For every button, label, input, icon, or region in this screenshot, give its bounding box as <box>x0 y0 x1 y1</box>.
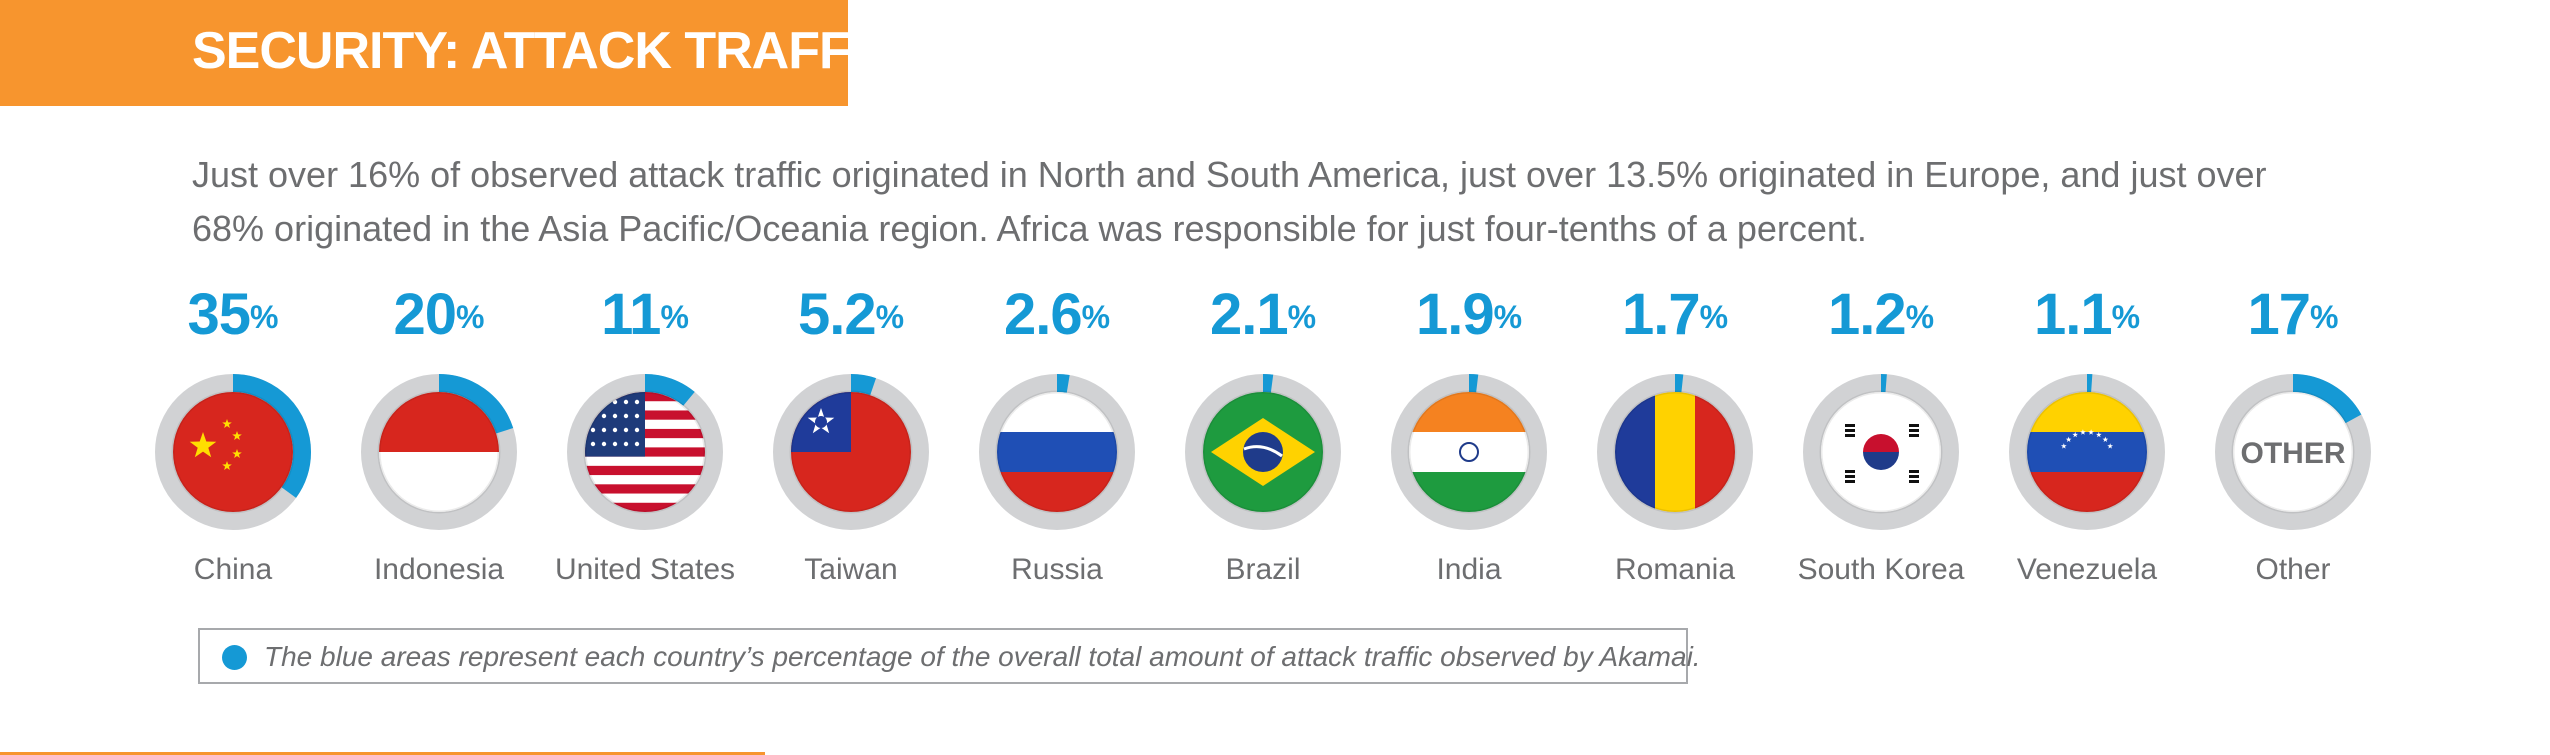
donut-share-arc <box>155 374 311 530</box>
pct-value: 1.2 <box>1827 282 1907 347</box>
flag-rim <box>583 390 707 514</box>
pct-label: 2.1% <box>1163 280 1363 350</box>
section-banner: SECURITY: ATTACK TRAFFIC <box>0 0 901 106</box>
country-label: Romania <box>1614 553 1736 586</box>
south-korea-flag-icon <box>1821 392 1941 512</box>
country-label: India <box>1436 553 1502 586</box>
country-label: Indonesia <box>373 553 505 586</box>
pct-label: 2.6% <box>957 280 1157 350</box>
flag-rim <box>1819 390 1943 514</box>
pct-label: 1.1% <box>1987 280 2187 350</box>
pct-value: 17 <box>2247 282 2312 347</box>
donut-share-arc <box>2215 374 2371 530</box>
donut-share-arc <box>773 374 929 530</box>
country-label: Taiwan <box>804 553 898 586</box>
pct-label: 11% <box>545 280 745 350</box>
pct-value: 2.6 <box>1003 282 1083 347</box>
donut-share-arc <box>567 374 723 530</box>
chart-legend: The blue areas represent each country’s … <box>198 628 1701 684</box>
legend-text: The blue areas represent each country’s … <box>264 641 1701 672</box>
pct-value: 35 <box>187 282 252 347</box>
china-flag-icon <box>173 392 293 512</box>
pct-unit: % <box>250 299 279 335</box>
country-label: Venezuela <box>2016 553 2158 586</box>
pct-unit: % <box>1699 299 1729 335</box>
pct-label: 5.2% <box>751 280 951 350</box>
pct-unit: % <box>2310 299 2339 335</box>
pct-value: 20 <box>393 282 458 347</box>
donut-share-arc <box>1391 374 1547 530</box>
donut-share-arc <box>2009 374 2165 530</box>
country-label: China <box>193 553 273 586</box>
flag-rim <box>2025 390 2149 514</box>
flag-rim <box>377 390 501 514</box>
footer-divider <box>0 752 765 755</box>
pct-unit: % <box>875 299 905 335</box>
pct-value: 1.1 <box>2033 282 2113 347</box>
country-label: Other <box>2255 553 2331 586</box>
pct-label: 1.9% <box>1369 280 1569 350</box>
pct-unit: % <box>1287 299 1317 335</box>
donut-share-arc <box>1185 374 1341 530</box>
flag-rim <box>1613 390 1737 514</box>
country-label: Brazil <box>1225 553 1301 586</box>
pct-value: 5.2 <box>797 282 877 347</box>
donut-share-arc <box>361 374 517 530</box>
legend-blue-dot <box>222 645 247 670</box>
flag-rim <box>2231 390 2355 514</box>
pct-label: 35% <box>133 280 333 350</box>
brazil-flag-icon <box>1203 392 1323 512</box>
pct-value: 1.7 <box>1621 282 1701 347</box>
pct-value: 1.9 <box>1415 282 1495 347</box>
country-chart-row: OTHER 35% China 20% Indonesia 11% United State… <box>0 280 2550 600</box>
flag-rim <box>789 390 913 514</box>
pct-unit: % <box>2111 299 2141 335</box>
donut-share-arc <box>1597 374 1753 530</box>
intro-paragraph: Just over 16% of observed attack traffic… <box>192 154 2267 249</box>
pct-unit: % <box>1905 299 1935 335</box>
donut-share-arc <box>1803 374 1959 530</box>
flag-rim <box>171 390 295 514</box>
donut-chart-svg: OTHER <box>155 374 2371 530</box>
country-label: Russia <box>1011 553 1103 586</box>
pct-label: 1.7% <box>1575 280 1775 350</box>
other-badge-text: OTHER <box>2241 437 2346 470</box>
pct-value: 2.1 <box>1209 282 1289 347</box>
pct-unit: % <box>1493 299 1523 335</box>
other-badge-icon: OTHER <box>2233 392 2353 512</box>
pct-value: 11 <box>601 282 661 347</box>
pct-unit: % <box>1081 299 1111 335</box>
pct-label: 17% <box>2193 280 2393 350</box>
country-label: United States <box>554 553 736 586</box>
donut-share-arc <box>979 374 1135 530</box>
taiwan-flag-icon <box>791 392 911 512</box>
flag-rim <box>995 390 1119 514</box>
country-label: South Korea <box>1797 553 1965 586</box>
flag-rim <box>1201 390 1325 514</box>
pct-label: 1.2% <box>1781 280 1981 350</box>
flag-rim <box>1407 390 1531 514</box>
pct-unit: % <box>456 299 485 335</box>
pct-unit: % <box>660 299 689 335</box>
pct-label: 20% <box>339 280 539 350</box>
page-title: SECURITY: ATTACK TRAFFIC <box>192 22 901 80</box>
